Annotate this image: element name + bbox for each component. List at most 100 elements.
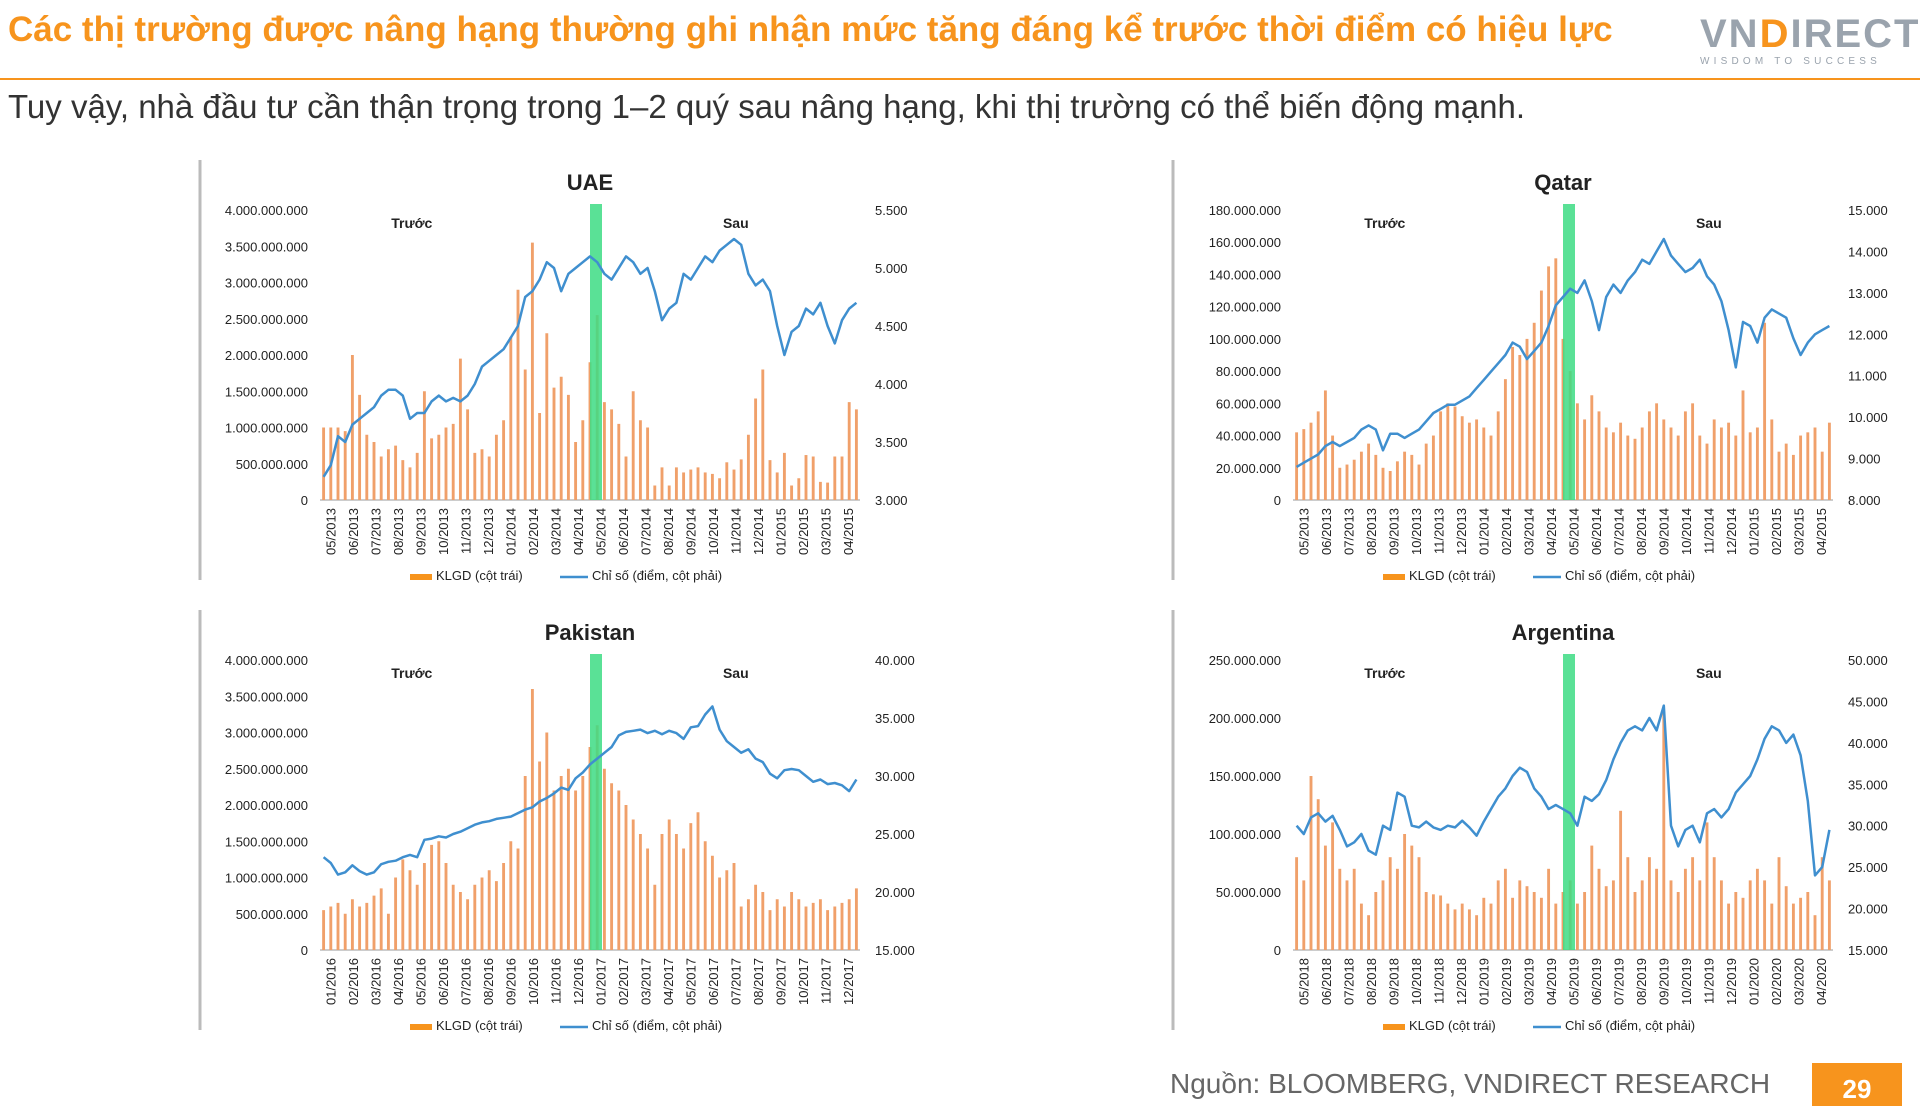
logo-text-d: D bbox=[1759, 12, 1791, 56]
volume-bar bbox=[444, 863, 448, 950]
volume-bar bbox=[358, 394, 362, 500]
x-tick-label: 03/2015 bbox=[818, 508, 833, 555]
volume-bar bbox=[1453, 406, 1457, 500]
x-tick-label: 08/2017 bbox=[751, 958, 766, 1005]
volume-bar bbox=[833, 906, 837, 950]
volume-bar bbox=[624, 805, 628, 950]
index-line bbox=[1295, 704, 1831, 877]
left-tick-label: 2.000.000.000 bbox=[225, 798, 308, 813]
volume-bar bbox=[1439, 411, 1443, 500]
volume-bar bbox=[1302, 429, 1306, 500]
x-tick-label: 01/2016 bbox=[323, 958, 338, 1005]
volume-bar bbox=[1316, 799, 1320, 950]
volume-bar bbox=[775, 899, 779, 950]
volume-bar bbox=[502, 420, 506, 500]
volume-bar bbox=[1323, 845, 1327, 950]
volume-bar bbox=[1547, 266, 1551, 500]
volume-bar bbox=[631, 391, 635, 500]
volume-bar bbox=[617, 423, 621, 500]
volume-bar bbox=[1633, 892, 1637, 950]
left-tick-label: 4.000.000.000 bbox=[225, 653, 308, 668]
x-tick-label: 04/2016 bbox=[391, 958, 406, 1005]
x-tick-label: 09/2017 bbox=[773, 958, 788, 1005]
x-tick-label: 07/2014 bbox=[1611, 508, 1626, 555]
volume-bar bbox=[1583, 419, 1587, 500]
legend-bar-label: KLGD (cột trái) bbox=[1409, 1018, 1496, 1033]
logo-tagline: WISDOM TO SUCCESS bbox=[1700, 56, 1882, 67]
x-tick-label: 10/2016 bbox=[526, 958, 541, 1005]
volume-bar bbox=[653, 485, 657, 500]
volume-bar bbox=[422, 391, 426, 500]
volume-bar bbox=[574, 790, 578, 950]
right-tick-label: 15.000 bbox=[875, 943, 915, 958]
x-tick-label: 06/2019 bbox=[1589, 958, 1604, 1005]
chart-title: UAE bbox=[567, 170, 613, 195]
volume-bar bbox=[1331, 822, 1335, 950]
volume-bar bbox=[660, 834, 664, 950]
x-tick-label: 04/2019 bbox=[1544, 958, 1559, 1005]
x-tick-label: 07/2019 bbox=[1611, 958, 1626, 1005]
volume-bar bbox=[1820, 451, 1824, 500]
x-tick-label: 08/2013 bbox=[1364, 508, 1379, 555]
volume-bar bbox=[372, 895, 376, 950]
volume-bar bbox=[1813, 915, 1817, 950]
volume-bar bbox=[1431, 435, 1435, 500]
logo-wordmark: VNDIRECT bbox=[1700, 12, 1918, 56]
volume-bar bbox=[1647, 857, 1651, 950]
volume-bar bbox=[1345, 880, 1349, 950]
volume-bar bbox=[1460, 416, 1464, 500]
volume-bar bbox=[1374, 454, 1378, 500]
after-label: Sau bbox=[723, 215, 749, 231]
index-line bbox=[322, 237, 858, 478]
right-tick-label: 3.000 bbox=[875, 493, 908, 508]
volume-bar bbox=[718, 478, 722, 500]
volume-bar bbox=[602, 402, 606, 500]
volume-bar bbox=[1626, 435, 1630, 500]
legend-bar-swatch bbox=[1383, 574, 1405, 580]
volume-bar bbox=[1669, 880, 1673, 950]
volume-bar bbox=[1719, 427, 1723, 500]
volume-bar bbox=[559, 376, 563, 500]
left-tick-label: 80.000.000 bbox=[1216, 364, 1281, 379]
x-tick-label: 08/2014 bbox=[661, 508, 676, 555]
vndirect-logo: VNDIRECT WISDOM TO SUCCESS bbox=[1700, 12, 1918, 74]
volume-bar bbox=[1496, 880, 1500, 950]
volume-bar bbox=[1604, 427, 1608, 500]
volume-bar bbox=[552, 387, 556, 500]
x-tick-label: 08/2014 bbox=[1634, 508, 1649, 555]
left-tick-label: 1.000.000.000 bbox=[225, 871, 308, 886]
volume-bar bbox=[1431, 894, 1435, 950]
volume-bar bbox=[1647, 411, 1651, 500]
volume-bar bbox=[408, 870, 412, 950]
x-tick-label: 01/2014 bbox=[503, 508, 518, 555]
right-tick-label: 35.000 bbox=[1848, 777, 1888, 792]
volume-bar bbox=[1662, 712, 1666, 950]
x-tick-label: 04/2020 bbox=[1814, 958, 1829, 1005]
volume-bar bbox=[1676, 435, 1680, 500]
left-tick-label: 2.000.000.000 bbox=[225, 348, 308, 363]
volume-bar bbox=[775, 472, 779, 500]
volume-bar bbox=[1554, 258, 1558, 500]
volume-bar bbox=[689, 823, 693, 950]
header-divider bbox=[0, 78, 1920, 80]
volume-bar bbox=[329, 906, 333, 950]
volume-bar bbox=[1539, 290, 1543, 500]
volume-bar bbox=[415, 884, 419, 950]
x-tick-label: 11/2013 bbox=[1431, 508, 1446, 554]
chart-title: Argentina bbox=[1512, 620, 1615, 645]
x-tick-label: 03/2014 bbox=[1521, 508, 1536, 555]
after-label: Sau bbox=[1696, 665, 1722, 681]
volume-bar bbox=[761, 892, 765, 950]
right-tick-label: 8.000 bbox=[1848, 493, 1881, 508]
x-tick-label: 12/2017 bbox=[841, 958, 856, 1005]
logo-text-right: IRECT bbox=[1790, 12, 1920, 56]
volume-bar bbox=[523, 369, 527, 500]
x-tick-label: 09/2018 bbox=[1386, 958, 1401, 1005]
volume-bar bbox=[1518, 880, 1522, 950]
volume-bar bbox=[1496, 411, 1500, 500]
volume-bar bbox=[1698, 880, 1702, 950]
left-tick-label: 1.500.000.000 bbox=[225, 384, 308, 399]
volume-bar bbox=[1331, 435, 1335, 500]
right-tick-label: 13.000 bbox=[1848, 286, 1888, 301]
x-tick-label: 10/2014 bbox=[706, 508, 721, 555]
